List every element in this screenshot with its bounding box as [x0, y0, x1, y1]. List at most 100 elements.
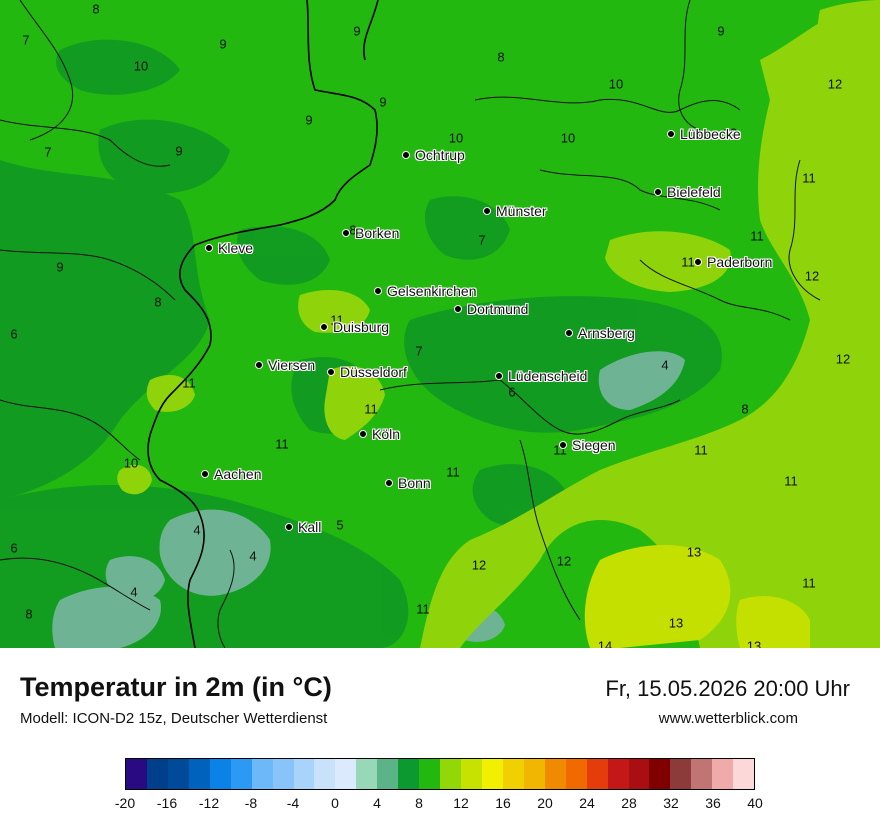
city-label: Kall [298, 519, 322, 535]
city-marker[interactable]: Gelsenkirchen [374, 283, 477, 299]
temperature-value: 6 [10, 540, 18, 556]
temperature-value: 10 [530, 204, 546, 220]
city-marker[interactable]: Aachen [201, 466, 261, 482]
temperature-value: 8 [497, 49, 505, 65]
legend-swatch [209, 759, 231, 789]
temperature-value: 10 [123, 455, 139, 471]
city-marker[interactable]: Duisburg [320, 319, 389, 335]
temperature-value: 11 [750, 228, 764, 244]
temperature-value: 8 [25, 606, 33, 622]
city-marker[interactable]: Dortmund [454, 301, 528, 317]
legend-swatch [146, 759, 168, 789]
map-title: Temperatur in 2m (in °C) [20, 672, 332, 702]
city-label: Kleve [218, 240, 254, 256]
legend-swatch [335, 759, 357, 789]
legend-swatch [251, 759, 273, 789]
city-marker[interactable]: Münster [483, 203, 547, 219]
temperature-value: 9 [219, 36, 227, 52]
legend-tick: 36 [705, 795, 721, 811]
city-marker[interactable]: Borken [342, 225, 399, 241]
temperature-value: 9 [717, 23, 725, 39]
temperature-value: 8 [741, 401, 749, 417]
city-dot [255, 361, 263, 369]
legend-swatch [523, 759, 545, 789]
city-marker[interactable]: Köln [359, 426, 400, 442]
temperature-value: 4 [193, 522, 201, 538]
legend-swatch [314, 759, 336, 789]
legend-swatch [419, 759, 441, 789]
temperature-value: 8 [349, 222, 357, 238]
city-marker[interactable]: Düsseldorf [327, 364, 407, 380]
legend-tick: 32 [663, 795, 679, 811]
city-marker[interactable]: Siegen [559, 437, 616, 453]
city-label: Lübbecke [680, 126, 741, 142]
city-marker[interactable]: Kleve [205, 240, 253, 256]
legend-swatch [293, 759, 315, 789]
city-marker[interactable]: Viersen [255, 357, 315, 373]
legend-swatch [356, 759, 378, 789]
legend-tick: 12 [453, 795, 469, 811]
map-footer: Temperatur in 2m (in °C) Modell: ICON-D2… [0, 648, 880, 830]
legend-swatch [377, 759, 399, 789]
city-marker[interactable]: Bielefeld [654, 184, 721, 200]
temperature-value: 11 [694, 442, 708, 458]
city-dot [654, 188, 662, 196]
temperature-value: 11 [275, 436, 289, 452]
legend-swatch [188, 759, 210, 789]
legend-swatch [481, 759, 503, 789]
temperature-value: 9 [353, 23, 361, 39]
temperature-value: 11 [364, 401, 378, 417]
city-marker[interactable]: Lübbecke [667, 126, 741, 142]
city-dot [205, 244, 213, 252]
temperature-value: 13 [686, 544, 702, 560]
city-dot [374, 287, 382, 295]
legend-swatch [126, 759, 147, 789]
city-label: Arnsberg [578, 325, 635, 341]
temperature-map: 8 9 9 7 9 8 10 10 12 9 9 12 10 10 7 9 11 10 8 7 11 11 9 12 8 11 6 7… [0, 0, 880, 648]
legend-swatch [670, 759, 692, 789]
temperature-field [0, 0, 880, 648]
legend-tick: 16 [495, 795, 511, 811]
legend-swatch [230, 759, 252, 789]
city-dot [565, 329, 573, 337]
temperature-value: 9 [56, 259, 64, 275]
city-marker[interactable]: Ochtrup [402, 147, 465, 163]
color-legend [125, 758, 755, 790]
city-dot [483, 207, 491, 215]
legend-tick: 4 [373, 795, 381, 811]
city-label: Gelsenkirchen [387, 283, 477, 299]
temperature-value: 10 [560, 130, 576, 146]
city-dot [201, 470, 209, 478]
temperature-value: 9 [379, 94, 387, 110]
temperature-value: 11 [416, 601, 430, 617]
temperature-value: 10 [448, 130, 464, 146]
city-label: Ochtrup [415, 147, 465, 163]
legend-tick: -12 [198, 795, 220, 811]
temperature-value: 12 [471, 557, 487, 573]
city-marker[interactable]: Kall [285, 519, 321, 535]
temperature-value: 7 [415, 343, 423, 359]
temperature-value: 14 [597, 638, 613, 649]
legend-swatch [733, 759, 755, 789]
temperature-value: 12 [722, 125, 738, 141]
city-label: Köln [372, 426, 401, 442]
temperature-value: 13 [668, 615, 684, 631]
city-dot [320, 323, 328, 331]
city-dot [342, 229, 350, 237]
temperature-value: 11 [330, 312, 344, 328]
city-marker[interactable]: Bonn [385, 475, 431, 491]
city-marker[interactable]: Lüdenscheid [495, 368, 587, 384]
legend-tick: 8 [415, 795, 423, 811]
city-dot [667, 130, 675, 138]
website-link[interactable]: www.wetterblick.com [658, 710, 798, 727]
city-marker[interactable]: Arnsberg [565, 325, 635, 341]
temperature-value: 6 [10, 326, 18, 342]
city-label: Lüdenscheid [508, 368, 588, 384]
city-label: Borken [355, 225, 400, 241]
legend-tick: -16 [156, 795, 178, 811]
temperature-value: 12 [827, 76, 843, 92]
temperature-value: 11 [681, 254, 695, 270]
city-dot [694, 258, 702, 266]
legend-swatch [461, 759, 482, 789]
city-marker[interactable]: Paderborn [694, 254, 772, 270]
